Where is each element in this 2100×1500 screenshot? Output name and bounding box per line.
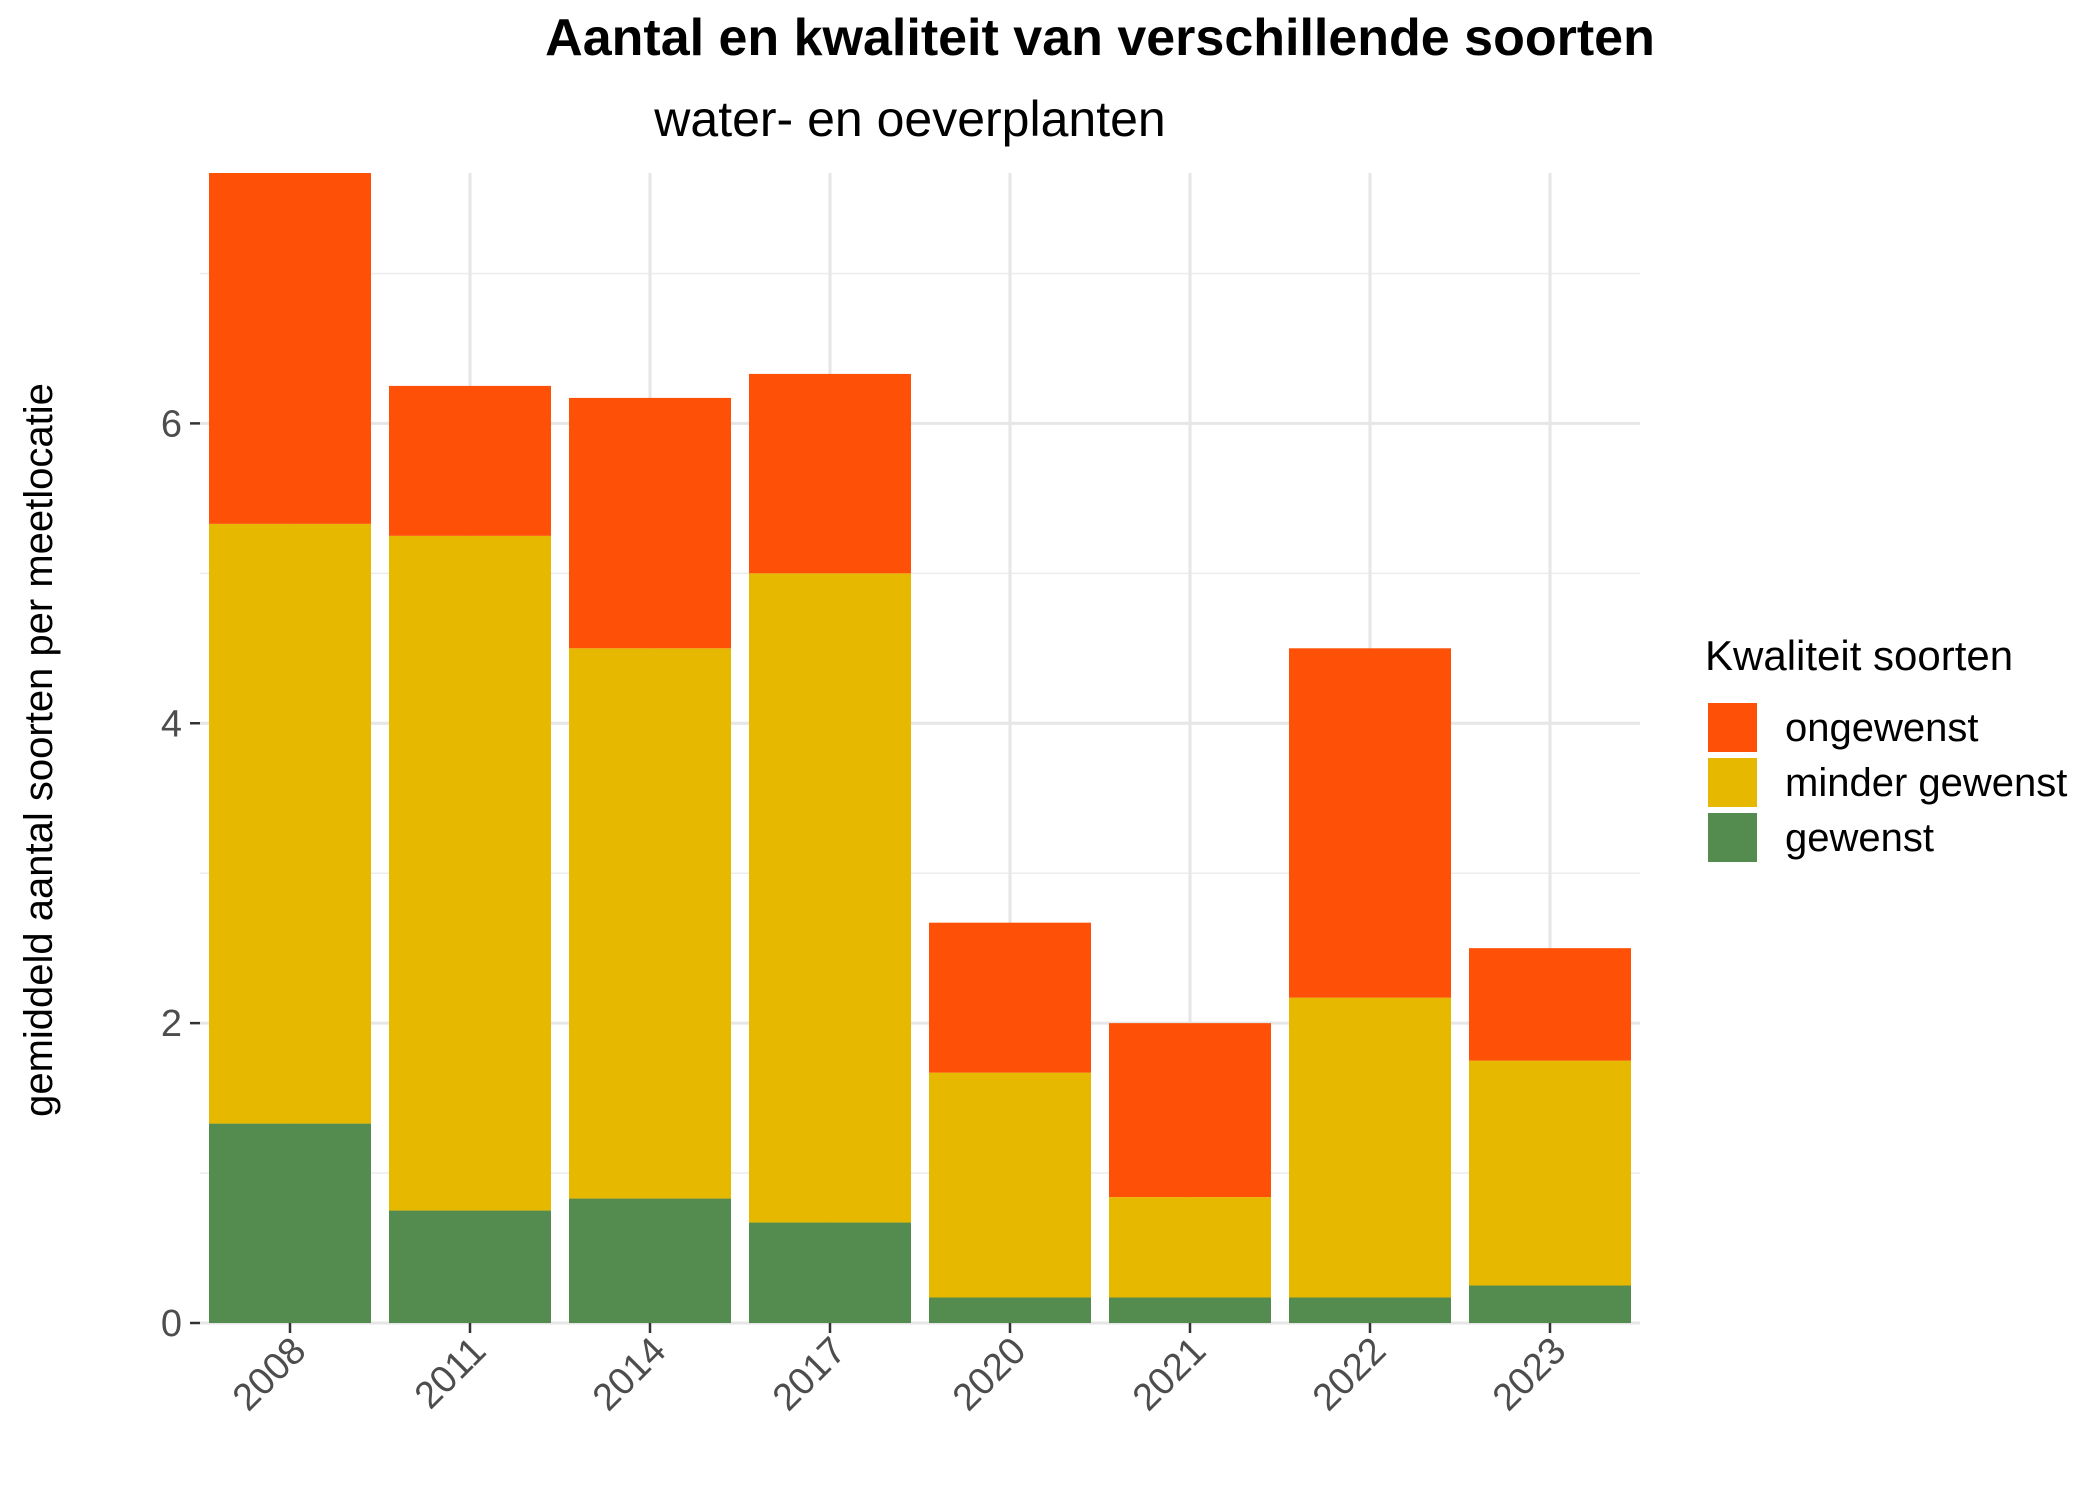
bar-2011-minder-gewenst	[389, 535, 551, 1211]
bar-2021-gewenst	[1109, 1297, 1271, 1323]
x-tick-label: 2008	[225, 1330, 314, 1419]
chart-subtitle: water- en oeverplanten	[653, 91, 1165, 147]
x-tick-label: 2022	[1305, 1330, 1394, 1419]
y-tick-label: 0	[161, 1303, 182, 1345]
y-tick-label: 2	[161, 1003, 182, 1045]
legend-title: Kwaliteit soorten	[1705, 632, 2013, 679]
x-tick-label: 2021	[1125, 1330, 1214, 1419]
bar-2022-ongewenst	[1289, 648, 1451, 998]
legend-swatch	[1708, 703, 1757, 752]
chart-title: Aantal en kwaliteit van verschillende so…	[545, 9, 1655, 67]
legend-label: minder gewenst	[1785, 761, 2067, 805]
bar-2022-minder-gewenst	[1289, 997, 1451, 1298]
bar-2017-ongewenst	[749, 373, 911, 574]
x-axis: 2008 2011 2014 2017 2020 2021 2022 2023	[225, 1323, 1574, 1419]
y-tick-label: 4	[161, 703, 182, 745]
legend-items: ongewenst minder gewenst gewenst	[1708, 703, 2067, 862]
x-tick-label: 2011	[407, 1330, 494, 1417]
bar-2008-gewenst	[209, 1123, 371, 1323]
legend-swatch	[1708, 813, 1757, 862]
bar-2020-minder-gewenst	[929, 1072, 1091, 1298]
legend-label: gewenst	[1785, 816, 1934, 860]
y-axis-label: gemiddeld aantal soorten per meetlocatie	[17, 383, 61, 1117]
bar-2020-ongewenst	[929, 922, 1091, 1073]
bar-2008-minder-gewenst	[209, 523, 371, 1124]
bar-2021-minder-gewenst	[1109, 1197, 1271, 1298]
bar-2017-minder-gewenst	[749, 573, 911, 1223]
bar-2023-minder-gewenst	[1469, 1060, 1631, 1286]
bar-2021-ongewenst	[1109, 1023, 1271, 1198]
legend: Kwaliteit soorten ongewenst minder gewens…	[1705, 632, 2067, 862]
bar-2014-minder-gewenst	[569, 648, 731, 1199]
bar-2011-ongewenst	[389, 385, 551, 536]
x-tick-label: 2017	[765, 1330, 854, 1419]
x-tick-label: 2014	[585, 1330, 674, 1419]
bar-2011-gewenst	[389, 1210, 551, 1323]
bar-2022-gewenst	[1289, 1297, 1451, 1323]
x-tick-label: 2020	[945, 1330, 1034, 1419]
bar-2017-gewenst	[749, 1222, 911, 1323]
legend-swatch	[1708, 758, 1757, 807]
x-tick-label: 2023	[1485, 1330, 1574, 1419]
bars	[209, 173, 1631, 1323]
bar-2020-gewenst	[929, 1297, 1091, 1323]
legend-label: ongewenst	[1785, 706, 1978, 750]
y-tick-label: 6	[161, 403, 182, 445]
bar-2014-ongewenst	[569, 397, 731, 649]
bar-2014-gewenst	[569, 1198, 731, 1323]
y-axis: 0 2 4 6	[161, 403, 200, 1345]
bar-2023-gewenst	[1469, 1285, 1631, 1323]
bar-2008-ongewenst	[209, 173, 371, 524]
bar-2023-ongewenst	[1469, 948, 1631, 1061]
